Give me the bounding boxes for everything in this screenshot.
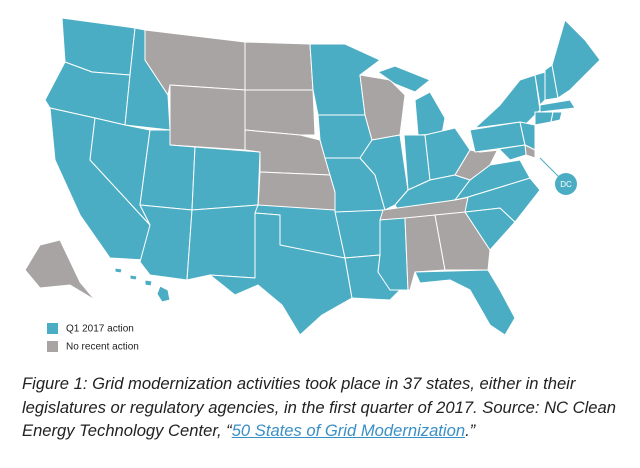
- arizona: [139, 204, 193, 281]
- caption: Figure 1: Grid modernization activities …: [22, 372, 622, 443]
- caption-text: Figure 1: Grid modernization activities …: [22, 374, 616, 440]
- maine: [551, 19, 601, 99]
- michigan-upper: [377, 65, 431, 93]
- south-dakota: [244, 89, 316, 136]
- legend-label: No recent action: [66, 342, 139, 353]
- colorado: [191, 146, 261, 211]
- hawaii-island: [114, 267, 123, 274]
- massachusetts: [539, 99, 576, 113]
- wyoming: [169, 84, 246, 151]
- connecticut: [534, 111, 554, 126]
- dc-marker: [555, 173, 577, 195]
- illinois: [359, 134, 409, 211]
- texas: [209, 212, 353, 336]
- michigan: [414, 91, 446, 136]
- hawaii: [156, 285, 171, 303]
- mississippi: [377, 217, 409, 291]
- alaska: [24, 239, 96, 301]
- hawaii-island: [144, 279, 153, 287]
- legend-label: Q1 2017 action: [66, 324, 134, 335]
- maryland: [479, 144, 527, 161]
- rhode-island: [550, 111, 563, 123]
- hawaii-island: [129, 274, 138, 281]
- new-mexico: [186, 204, 259, 281]
- caption-text: .”: [465, 421, 476, 440]
- legend-swatch: [47, 341, 58, 352]
- dc-leader: [539, 157, 561, 179]
- north-dakota: [244, 41, 314, 91]
- caption-link[interactable]: 50 States of Grid Modernization: [231, 421, 466, 440]
- dc-label: DC: [560, 180, 572, 189]
- map: DC Q1 2017 action No recent action: [24, 17, 601, 353]
- legend-swatch: [47, 323, 58, 334]
- georgia: [434, 211, 491, 271]
- legend: Q1 2017 action No recent action: [47, 323, 139, 353]
- states: [24, 17, 601, 336]
- florida: [414, 269, 516, 336]
- new-york: [474, 74, 541, 129]
